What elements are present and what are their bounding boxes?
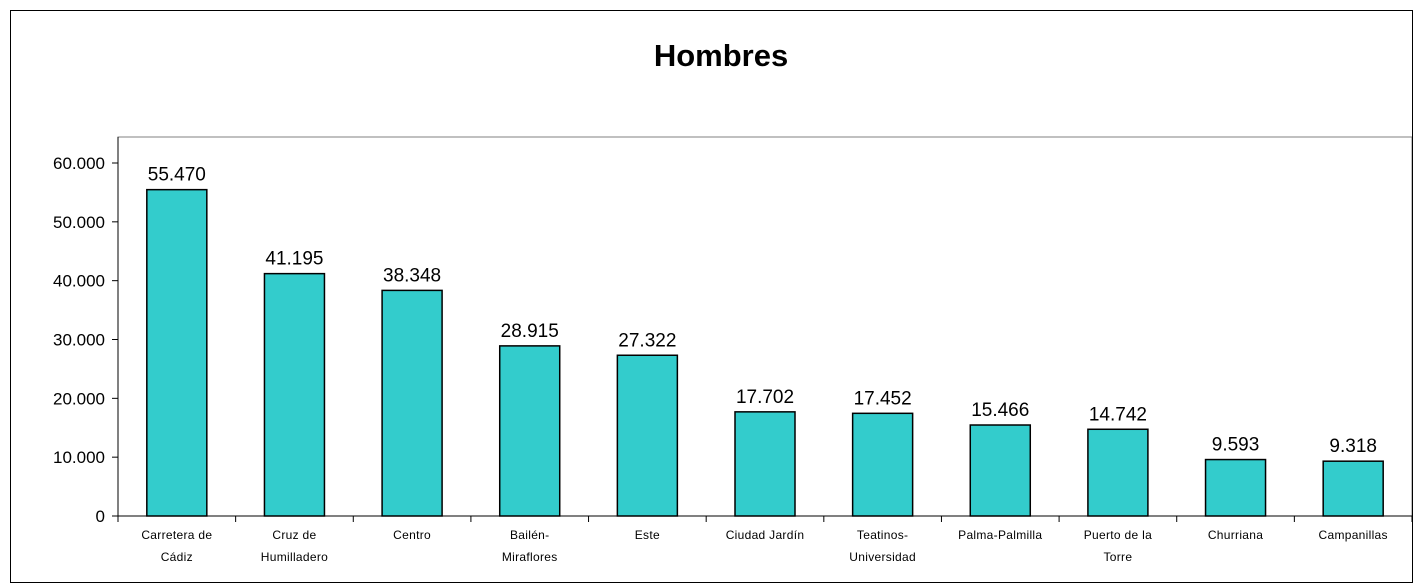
- x-tick-label: Puerto de la Torre: [1084, 528, 1152, 564]
- bar: [734, 411, 796, 517]
- data-label: 9.593: [1212, 435, 1260, 456]
- bar: [146, 188, 208, 517]
- data-label: 41.195: [265, 249, 323, 270]
- bar: [498, 345, 561, 517]
- y-tick-label: 30.000: [53, 331, 105, 350]
- data-label: 17.452: [854, 388, 912, 409]
- bar: [851, 412, 914, 517]
- bars: [146, 188, 1384, 517]
- x-tick-label: Cruz de Humilladero: [261, 528, 328, 564]
- y-tick-label: 60.000: [53, 154, 105, 173]
- x-tick-label: Churriana: [1208, 528, 1263, 542]
- x-axis: Carretera de Cádiz Cruz de Humilladero Centr…: [117, 515, 1412, 564]
- data-label: 9.318: [1329, 436, 1377, 457]
- x-tick-label: Campanillas: [1319, 528, 1388, 542]
- y-axis: 0 10.000 20.000 30.000 40.000 50.000 60.000: [53, 137, 119, 526]
- data-label: 38.348: [383, 265, 441, 286]
- bar: [381, 289, 443, 517]
- bar: [1322, 460, 1384, 517]
- x-tick-label: Teatinos-Universidad: [849, 528, 916, 564]
- x-tick-label: Centro: [393, 528, 431, 542]
- y-tick-label: 20.000: [53, 389, 105, 408]
- bar-chart: Hombres 0 10.000 20.000 30.000 40.000 50.000 6…: [53, 38, 1412, 564]
- data-label: 28.915: [501, 321, 559, 342]
- y-tick-label: 0: [96, 507, 105, 526]
- data-label: 17.702: [736, 387, 794, 408]
- data-label: 14.742: [1089, 404, 1147, 425]
- bar: [1087, 428, 1149, 517]
- x-tick-label: Ciudad Jardín: [726, 528, 805, 542]
- bar: [1204, 458, 1267, 517]
- x-tick-label: Este: [635, 528, 660, 542]
- x-tick-label: Bailén-Miraflores: [502, 528, 558, 564]
- data-labels: 55.470 41.195 38.348 28.915 27.322 17.702 17.4…: [148, 165, 1377, 458]
- y-tick-label: 10.000: [53, 448, 105, 467]
- bar: [616, 354, 679, 517]
- chart-title: Hombres: [654, 38, 788, 73]
- data-label: 55.470: [148, 165, 206, 186]
- data-label: 27.322: [618, 330, 676, 351]
- x-tick-label: Carretera de Cádiz: [141, 528, 212, 564]
- data-label: 15.466: [971, 400, 1029, 421]
- bar: [263, 272, 326, 517]
- x-tick-label: Palma-Palmilla: [958, 528, 1042, 542]
- bar: [969, 424, 1032, 517]
- y-tick-label: 50.000: [53, 213, 105, 232]
- y-tick-label: 40.000: [53, 272, 105, 291]
- chart-frame: Hombres 0 10.000 20.000 30.000 40.000 50.000 6…: [10, 10, 1413, 583]
